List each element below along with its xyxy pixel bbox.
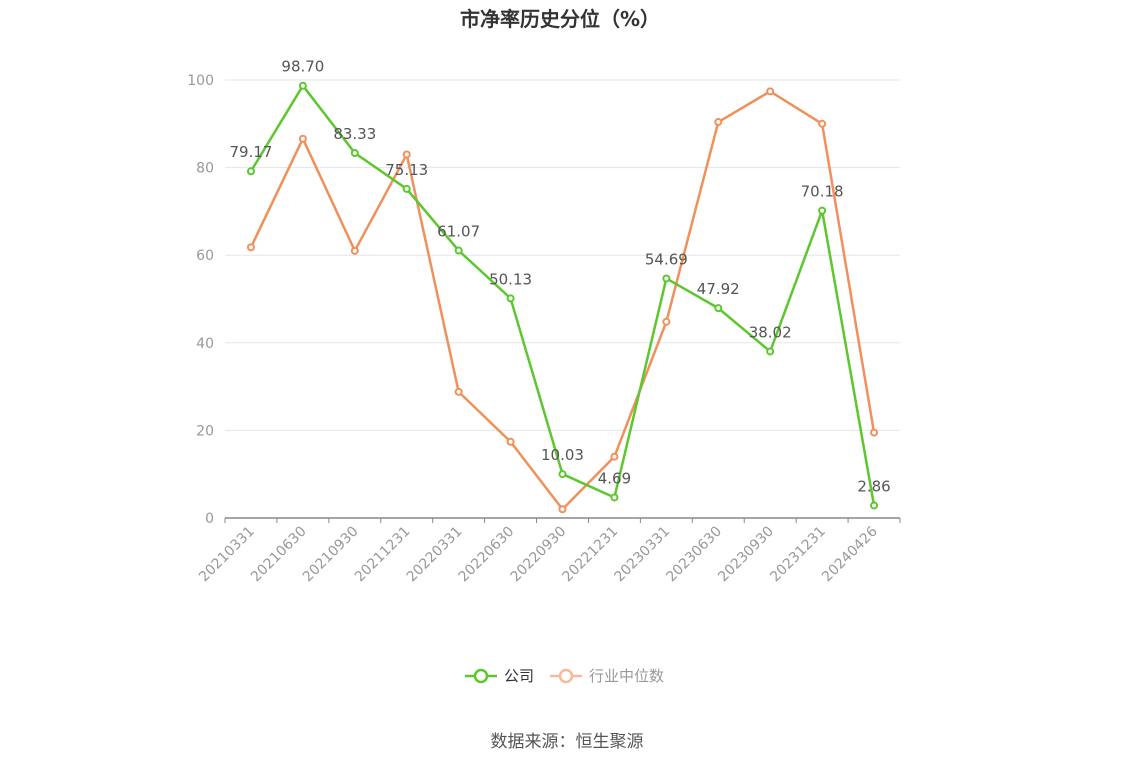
y-tick-label: 60 [196,248,214,264]
data-point [662,274,671,283]
x-tick-label: 20240426 [819,523,881,585]
data-point [506,294,515,303]
x-tick-label: 20210630 [248,524,310,586]
data-point [402,184,411,193]
data-point [766,87,775,96]
data-label: 70.18 [801,183,844,201]
data-labels: 79.17 98.70 83.33 75.13 61.07 50.13 10.03 4.69 5… [229,58,890,496]
x-tick-label: 20210331 [196,524,258,586]
x-tick-label: 20230930 [715,524,777,586]
legend: 公司 行业中位数 [465,667,664,685]
data-point [246,167,255,176]
data-label: 83.33 [333,125,376,143]
x-tick-label: 20211231 [352,524,414,586]
y-tick-label: 100 [187,73,214,89]
data-point [298,134,307,143]
chart-title: 市净率历史分位（%） [460,7,660,31]
legend-label: 公司 [504,667,534,685]
data-point [558,505,567,514]
series-layer [246,81,879,514]
data-label: 75.13 [385,161,428,179]
data-point [870,501,879,510]
data-point [454,387,463,396]
y-tick-label: 20 [196,423,214,439]
y-tick-label: 40 [196,336,214,352]
y-tick-label: 80 [196,161,214,177]
data-point [870,428,879,437]
x-tick-label: 20210930 [300,524,362,586]
data-point [298,81,307,90]
data-label: 47.92 [697,280,740,298]
y-axis: 0 20 40 60 80 100 [187,73,214,527]
x-axis: 2021033120210630202109302021123120220331… [196,517,901,586]
data-label: 54.69 [645,250,688,268]
data-point [350,149,359,158]
data-point [818,206,827,215]
x-tick-label: 20221231 [560,524,622,586]
x-tick-label: 20230630 [663,524,725,586]
data-point [610,452,619,461]
data-label: 50.13 [489,270,532,288]
data-point [766,347,775,356]
series-line [249,84,876,506]
y-tick-label: 0 [205,511,214,527]
data-label: 38.02 [749,323,792,341]
legend-label: 行业中位数 [589,667,664,685]
data-point [558,470,567,479]
data-label: 98.70 [281,58,324,76]
x-tick-label: 20220630 [456,524,518,586]
legend-marker [558,668,574,684]
source-text: 数据来源：恒生聚源 [491,732,644,752]
data-point [454,246,463,255]
data-point [246,243,255,252]
data-point [350,246,359,255]
data-point [714,118,723,127]
data-point [714,304,723,313]
x-tick-label: 20230331 [611,524,673,586]
x-tick-label: 20220331 [404,524,466,586]
x-tick-label: 20231231 [767,524,829,586]
data-label: 61.07 [437,223,480,241]
data-label: 4.69 [598,469,631,487]
legend-marker [473,668,489,684]
data-point [402,150,411,159]
x-tick-label: 20220930 [508,524,570,586]
data-point [610,493,619,502]
data-label: 2.86 [857,477,890,495]
grid [225,79,900,431]
data-point [506,437,515,446]
data-label: 79.17 [229,143,272,161]
data-label: 10.03 [541,446,584,464]
data-point [662,317,671,326]
data-point [818,119,827,128]
